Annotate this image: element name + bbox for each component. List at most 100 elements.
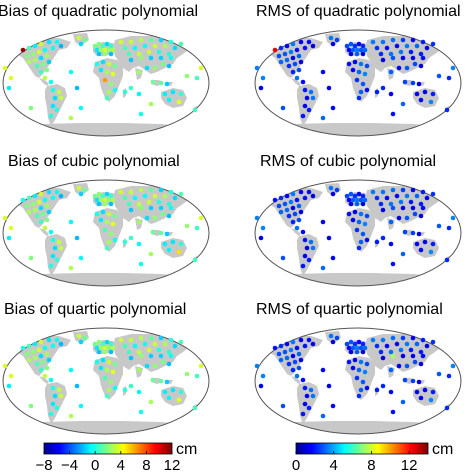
station-marker — [102, 51, 108, 57]
station-marker — [50, 237, 56, 243]
station-marker — [334, 335, 340, 341]
station-marker — [402, 377, 408, 383]
station-marker — [430, 191, 436, 197]
station-marker — [410, 335, 416, 341]
station-marker — [138, 187, 144, 193]
station-marker — [358, 359, 364, 365]
station-marker — [346, 47, 352, 53]
station-marker — [48, 79, 54, 85]
station-marker — [96, 339, 102, 345]
station-marker — [108, 43, 114, 49]
station-marker — [302, 253, 308, 259]
station-marker — [68, 367, 74, 373]
station-marker — [280, 403, 286, 409]
station-marker — [110, 47, 116, 53]
station-marker — [102, 227, 108, 233]
station-marker — [178, 389, 184, 395]
station-marker — [400, 205, 406, 211]
station-marker — [306, 189, 312, 195]
station-marker — [388, 389, 394, 395]
station-marker — [128, 337, 134, 343]
station-marker — [168, 55, 174, 61]
station-marker — [192, 405, 198, 411]
station-marker — [142, 43, 148, 49]
station-marker — [414, 341, 420, 347]
colorbar-tick-label: 0 — [91, 457, 99, 474]
panel-title-quad-bias: Bias of quadratic polynomial — [0, 3, 198, 20]
station-marker — [104, 219, 110, 225]
station-marker — [148, 353, 154, 359]
station-marker — [404, 215, 410, 221]
station-marker — [300, 113, 306, 119]
station-marker — [416, 81, 422, 87]
station-marker — [384, 45, 390, 51]
station-marker — [380, 337, 386, 343]
station-marker — [76, 333, 82, 339]
station-marker — [194, 225, 200, 231]
station-marker — [380, 39, 386, 45]
station-marker — [78, 339, 84, 345]
station-marker — [400, 37, 406, 43]
station-marker — [290, 219, 296, 225]
station-marker — [394, 193, 400, 199]
station-marker — [364, 361, 370, 367]
station-marker — [356, 245, 362, 251]
station-marker — [278, 59, 284, 65]
station-marker — [194, 75, 200, 81]
station-marker — [408, 199, 414, 205]
station-marker — [330, 339, 336, 345]
station-marker — [96, 191, 102, 197]
station-marker — [300, 79, 306, 85]
station-marker — [362, 369, 368, 375]
station-marker — [184, 371, 190, 377]
station-marker — [396, 215, 402, 221]
station-marker — [164, 231, 170, 237]
station-marker — [358, 47, 364, 53]
station-marker — [2, 65, 8, 71]
station-marker — [320, 69, 326, 75]
station-marker — [348, 339, 354, 345]
station-marker — [126, 201, 132, 207]
station-marker — [148, 251, 154, 257]
station-marker — [374, 343, 380, 349]
station-marker — [400, 251, 406, 257]
station-marker — [358, 89, 364, 95]
station-marker — [298, 39, 304, 45]
station-marker — [94, 359, 100, 365]
station-marker — [412, 211, 418, 217]
station-marker — [108, 51, 114, 57]
station-marker — [302, 385, 308, 391]
station-marker — [106, 387, 112, 393]
station-marker — [420, 353, 426, 359]
station-marker — [40, 359, 46, 365]
station-marker — [308, 89, 314, 95]
station-marker — [102, 77, 108, 83]
station-marker — [408, 49, 414, 55]
station-marker — [24, 203, 30, 209]
station-marker — [32, 43, 38, 49]
colorbar-rms: 0 4 8 12 cm — [292, 441, 454, 474]
station-marker — [78, 105, 84, 111]
map-quartic-rms — [255, 328, 461, 436]
station-marker — [192, 107, 198, 113]
station-marker — [444, 405, 450, 411]
station-marker — [166, 201, 172, 207]
station-marker — [128, 39, 134, 45]
station-marker — [354, 77, 360, 83]
station-marker — [20, 345, 26, 351]
station-marker — [430, 41, 436, 47]
station-marker — [444, 257, 450, 263]
station-marker — [164, 379, 170, 385]
station-marker — [330, 105, 336, 111]
station-marker — [348, 51, 354, 57]
station-marker — [92, 341, 98, 347]
station-marker — [76, 35, 82, 41]
station-marker — [138, 111, 144, 117]
station-marker — [30, 349, 36, 355]
station-marker — [158, 205, 164, 211]
station-marker — [400, 187, 406, 193]
station-marker — [48, 377, 54, 383]
station-marker — [26, 357, 32, 363]
station-marker — [94, 211, 100, 217]
station-marker — [354, 375, 360, 381]
